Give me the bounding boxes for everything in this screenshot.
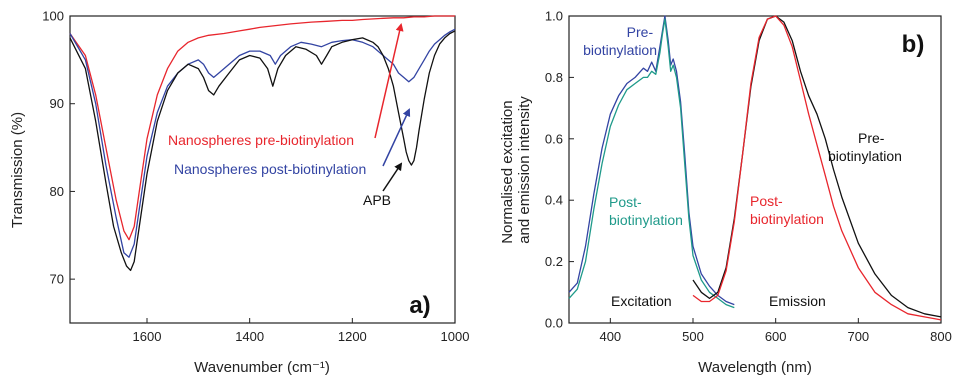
panel-1-y-tick-label: 0.0 <box>545 316 563 331</box>
panel-b-series <box>568 15 942 321</box>
panel-0-x-tick-label: 1600 <box>133 329 162 344</box>
annotation-emission-post-line2: biotinylation <box>750 211 824 227</box>
panel-a-label: a) <box>409 292 430 319</box>
panel-0-x-tick-label: 1000 <box>441 329 470 344</box>
panel-a-ticks: 1600 1400 1200 1000 70 80 90 100 <box>42 9 469 345</box>
panel-1-y-tick-label: 0.4 <box>545 193 563 208</box>
panel-1-y-tick-label: 0.2 <box>545 254 563 269</box>
annotation-excitation-post-line1: Post- <box>609 194 642 210</box>
annotation-pre-biotinylation: Nanospheres pre-biotinylation <box>168 132 354 148</box>
panel-b-y-axis-label: Normalised excitation and emission inten… <box>499 96 533 244</box>
panel-b-label: b) <box>902 31 925 58</box>
panel-1-x-tick-label: 400 <box>599 329 621 344</box>
panel-0-x-tick-label: 1400 <box>235 329 264 344</box>
panel-b-ticks: 400 500 600 700 800 0.0 0.2 0.4 0.6 0.8 1.0 <box>545 9 952 345</box>
panel-a-x-axis-label: Wavenumber (cm⁻¹) <box>194 359 330 376</box>
series-line-excitation-post-biotinylation <box>568 18 735 309</box>
panel-1-y-tick-label: 0.8 <box>545 70 563 85</box>
series-line-nanospheres-post-biotinylation <box>69 28 456 258</box>
annotation-emission: Emission <box>769 293 826 309</box>
annotation-emission-pre-line1: Pre- <box>858 130 885 146</box>
annotation-excitation-pre-line1: Pre- <box>627 24 654 40</box>
annotation-excitation-post: Post- biotinylation <box>609 194 683 228</box>
panel-a-y-axis-label: Transmission (%) <box>9 112 26 228</box>
annotation-post-biotinylation: Nanospheres post-biotinylation <box>174 161 366 177</box>
panel-b-plot-frame <box>568 15 942 324</box>
panel-a-plot-frame <box>69 15 456 324</box>
panel-1-x-tick-label: 800 <box>930 329 952 344</box>
panel-0-y-tick-label: 80 <box>50 184 64 199</box>
panel-b: 400 500 600 700 800 0.0 0.2 0.4 0.6 0.8 1.0 Wavele… <box>499 9 952 377</box>
annotation-emission-post-line1: Post- <box>750 193 783 209</box>
annotation-emission-post: Post- biotinylation <box>750 193 824 227</box>
panel-1-y-tick-label: 1.0 <box>545 9 563 24</box>
annotation-excitation-pre-line2: biotinylation <box>583 42 657 58</box>
annotation-emission-pre-line2: biotinylation <box>828 148 902 164</box>
annotation-excitation-post-line2: biotinylation <box>609 212 683 228</box>
series-line-emission-post-biotinylation <box>692 15 942 321</box>
annotation-emission-pre: Pre- biotinylation <box>828 130 902 164</box>
panel-1-x-tick-label: 600 <box>765 329 787 344</box>
panel-1-y-tick-label: 0.6 <box>545 131 563 146</box>
panel-0-y-tick-label: 70 <box>50 272 64 287</box>
panel-0-y-tick-label: 90 <box>50 96 64 111</box>
arrow-apb <box>382 162 403 192</box>
series-line-emission-pre-biotinylation <box>692 15 942 318</box>
series-line-excitation-pre-biotinylation <box>568 15 735 306</box>
annotation-excitation-pre: Pre- biotinylation <box>583 24 657 58</box>
arrow-post-biotinylation <box>382 108 411 167</box>
arrow-pre-biotinylation <box>374 23 404 139</box>
panel-1-x-tick-label: 500 <box>682 329 704 344</box>
panel-a-series <box>69 15 456 272</box>
panel-0-y-tick-label: 100 <box>42 9 64 24</box>
panel-0-x-tick-label: 1200 <box>338 329 367 344</box>
panel-b-y-axis-label-line1: Normalised excitation <box>499 100 516 243</box>
panel-a: 1600 1400 1200 1000 70 80 90 100 Wavenumber (cm… <box>9 9 469 377</box>
panel-b-x-axis-label: Wavelength (nm) <box>698 359 812 376</box>
annotation-apb: APB <box>363 192 391 208</box>
annotation-excitation: Excitation <box>611 293 672 309</box>
panel-b-y-axis-label-line2: and emission intensity <box>516 96 533 244</box>
series-line-nanospheres-pre-biotinylation <box>69 15 455 241</box>
series-line-apb <box>69 30 456 272</box>
panel-1-x-tick-label: 700 <box>847 329 869 344</box>
